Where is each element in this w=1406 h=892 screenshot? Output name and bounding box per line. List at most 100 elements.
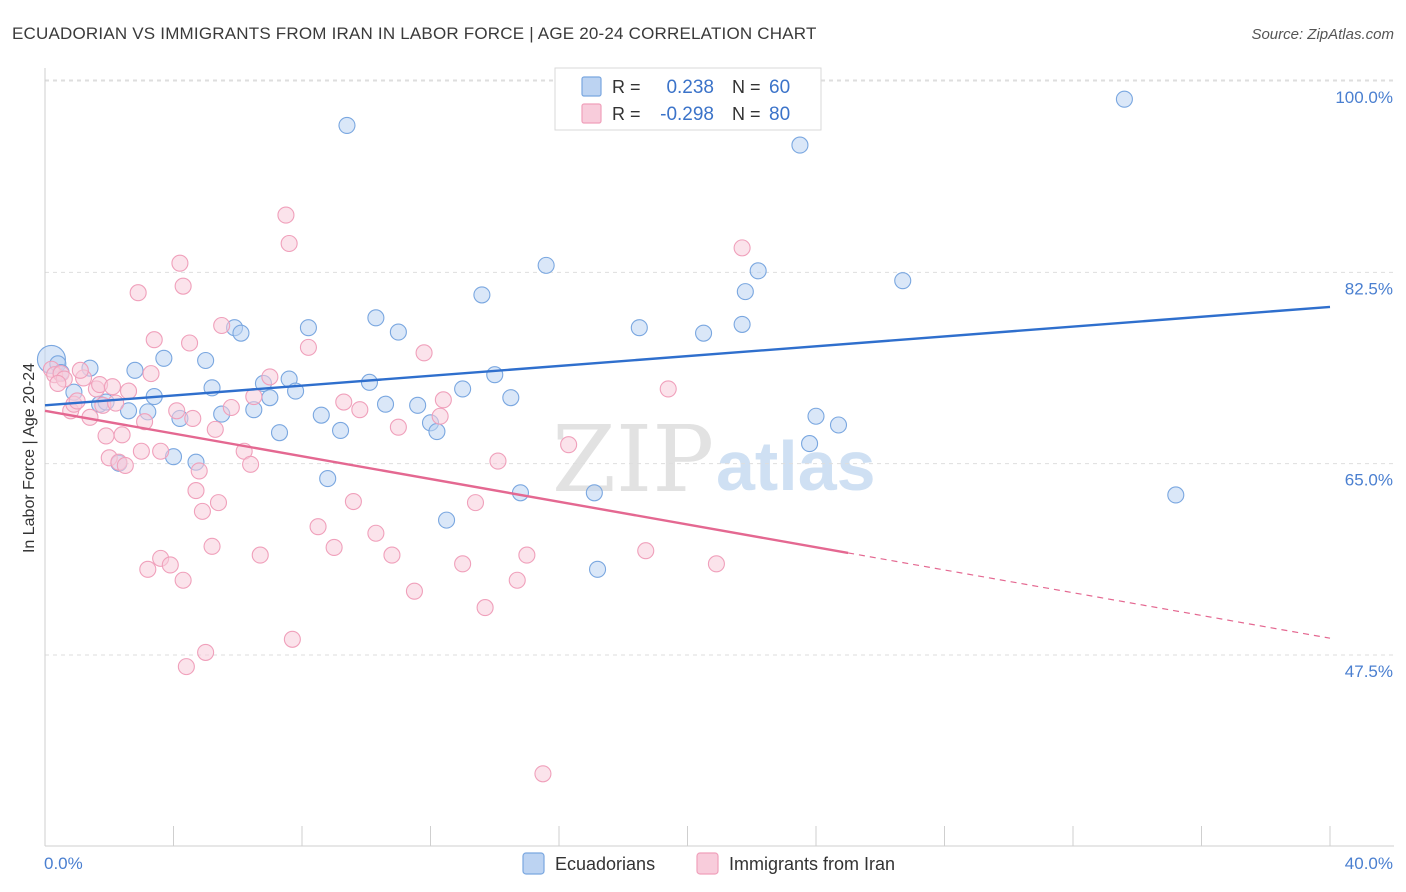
point-iran-66 [489, 452, 507, 470]
point-ecuadorians-54 [801, 435, 819, 453]
point-iran-16 [113, 426, 131, 444]
point-iran-32 [177, 658, 195, 676]
trend-line-ecuadorians [44, 305, 1331, 407]
point-iran-68 [518, 546, 536, 564]
point-iran-6 [68, 392, 86, 410]
point-ecuadorians-55 [807, 407, 825, 425]
point-ecuadorians-49 [695, 324, 713, 342]
point-iran-37 [193, 502, 211, 520]
point-iran-23 [142, 365, 160, 383]
point-ecuadorians-38 [428, 423, 446, 441]
point-iran-52 [309, 518, 327, 536]
point-ecuadorians-9 [126, 361, 144, 379]
point-iran-26 [152, 442, 170, 460]
point-ecuadorians-31 [338, 116, 356, 134]
point-ecuadorians-51 [736, 283, 754, 301]
chart-title: ECUADORIAN VS IMMIGRANTS FROM IRAN IN LA… [12, 24, 817, 43]
point-iran-62 [434, 391, 452, 409]
point-ecuadorians-43 [502, 389, 520, 407]
point-iran-27 [161, 556, 179, 574]
point-iran-53 [325, 538, 343, 557]
x-tick-label-min: 0.0% [44, 854, 83, 873]
point-iran-74 [733, 239, 751, 257]
point-iran-56 [367, 524, 385, 542]
point-ecuadorians-53 [791, 136, 809, 154]
point-iran-38 [197, 643, 215, 661]
point-ecuadorians-20 [232, 324, 250, 342]
point-iran-24 [145, 331, 163, 349]
y-tick-label-3: 47.5% [1345, 662, 1393, 681]
point-iran-76 [71, 361, 89, 379]
point-iran-45 [245, 388, 263, 406]
point-ecuadorians-42 [486, 366, 504, 384]
point-iran-17 [116, 456, 134, 475]
point-ecuadorians-16 [197, 351, 215, 370]
series-iran-points [42, 206, 751, 783]
point-ecuadorians-35 [389, 323, 407, 341]
point-ecuadorians-45 [537, 256, 555, 274]
point-iran-54 [335, 393, 353, 411]
point-iran-65 [476, 599, 494, 617]
point-iran-44 [242, 455, 260, 473]
legend-swatch-ecuadorians [522, 852, 545, 875]
point-ecuadorians-8 [119, 402, 138, 420]
point-iran-77 [103, 378, 122, 396]
stats-n-label-1: N = [732, 77, 761, 97]
point-iran-49 [280, 234, 298, 253]
chart-source: Source: ZipAtlas.com [1251, 26, 1394, 43]
point-iran-34 [184, 409, 202, 427]
point-iran-33 [181, 334, 199, 352]
point-iran-71 [637, 542, 655, 560]
point-iran-64 [466, 494, 485, 512]
point-iran-58 [389, 418, 407, 436]
point-iran-20 [132, 442, 150, 460]
stats-r-value-1: 0.238 [666, 77, 714, 98]
point-ecuadorians-46 [585, 484, 603, 502]
point-ecuadorians-23 [261, 389, 279, 407]
axes [44, 68, 1394, 847]
point-iran-30 [174, 571, 192, 589]
y-axis-label: In Labor Force | Age 20-24 [21, 363, 38, 553]
point-iran-42 [213, 316, 231, 335]
point-iran-21 [136, 413, 154, 431]
stats-r-value-2: -0.298 [660, 104, 714, 125]
point-ecuadorians-30 [331, 421, 350, 440]
trend-line-iran [44, 409, 849, 555]
point-iran-19 [129, 284, 147, 302]
point-ecuadorians-12 [155, 349, 173, 367]
point-ecuadorians-33 [367, 309, 385, 327]
point-ecuadorians-56 [829, 416, 848, 434]
point-ecuadorians-28 [312, 406, 330, 424]
point-iran-63 [454, 555, 472, 573]
stats-n-value-2: 80 [769, 104, 790, 125]
point-iran-61 [431, 407, 449, 425]
point-iran-41 [209, 494, 228, 512]
point-ecuadorians-47 [588, 560, 607, 578]
point-iran-73 [707, 555, 725, 573]
point-ecuadorians-41 [473, 286, 491, 304]
watermark: ZIP atlas [552, 406, 876, 513]
point-iran-51 [299, 338, 317, 356]
stats-legend: R = 0.238 N = 60 R = -0.298 N = 80 [554, 67, 822, 131]
point-iran-55 [344, 492, 362, 511]
point-iran-35 [187, 482, 205, 500]
point-iran-40 [206, 420, 224, 438]
x-tick-label-max: 40.0% [1345, 854, 1393, 873]
trend-lines [44, 305, 1331, 639]
stats-n-value-1: 60 [769, 77, 790, 98]
point-iran-79 [351, 401, 369, 419]
point-iran-31 [174, 277, 192, 295]
point-iran-78 [222, 398, 240, 417]
legend-label-ecuadorians: Ecuadorians [555, 854, 655, 874]
point-iran-46 [251, 546, 269, 564]
point-ecuadorians-32 [360, 373, 379, 391]
point-iran-50 [283, 630, 301, 648]
point-iran-59 [405, 582, 423, 600]
trend-line-iran-extension [848, 552, 1331, 639]
stats-swatch-iran [581, 103, 602, 124]
point-iran-18 [119, 382, 138, 400]
point-ecuadorians-34 [376, 395, 395, 413]
y-tick-label-0: 100.0% [1335, 88, 1393, 107]
point-iran-72 [659, 380, 677, 398]
stats-swatch-ecuadorians [581, 76, 602, 97]
